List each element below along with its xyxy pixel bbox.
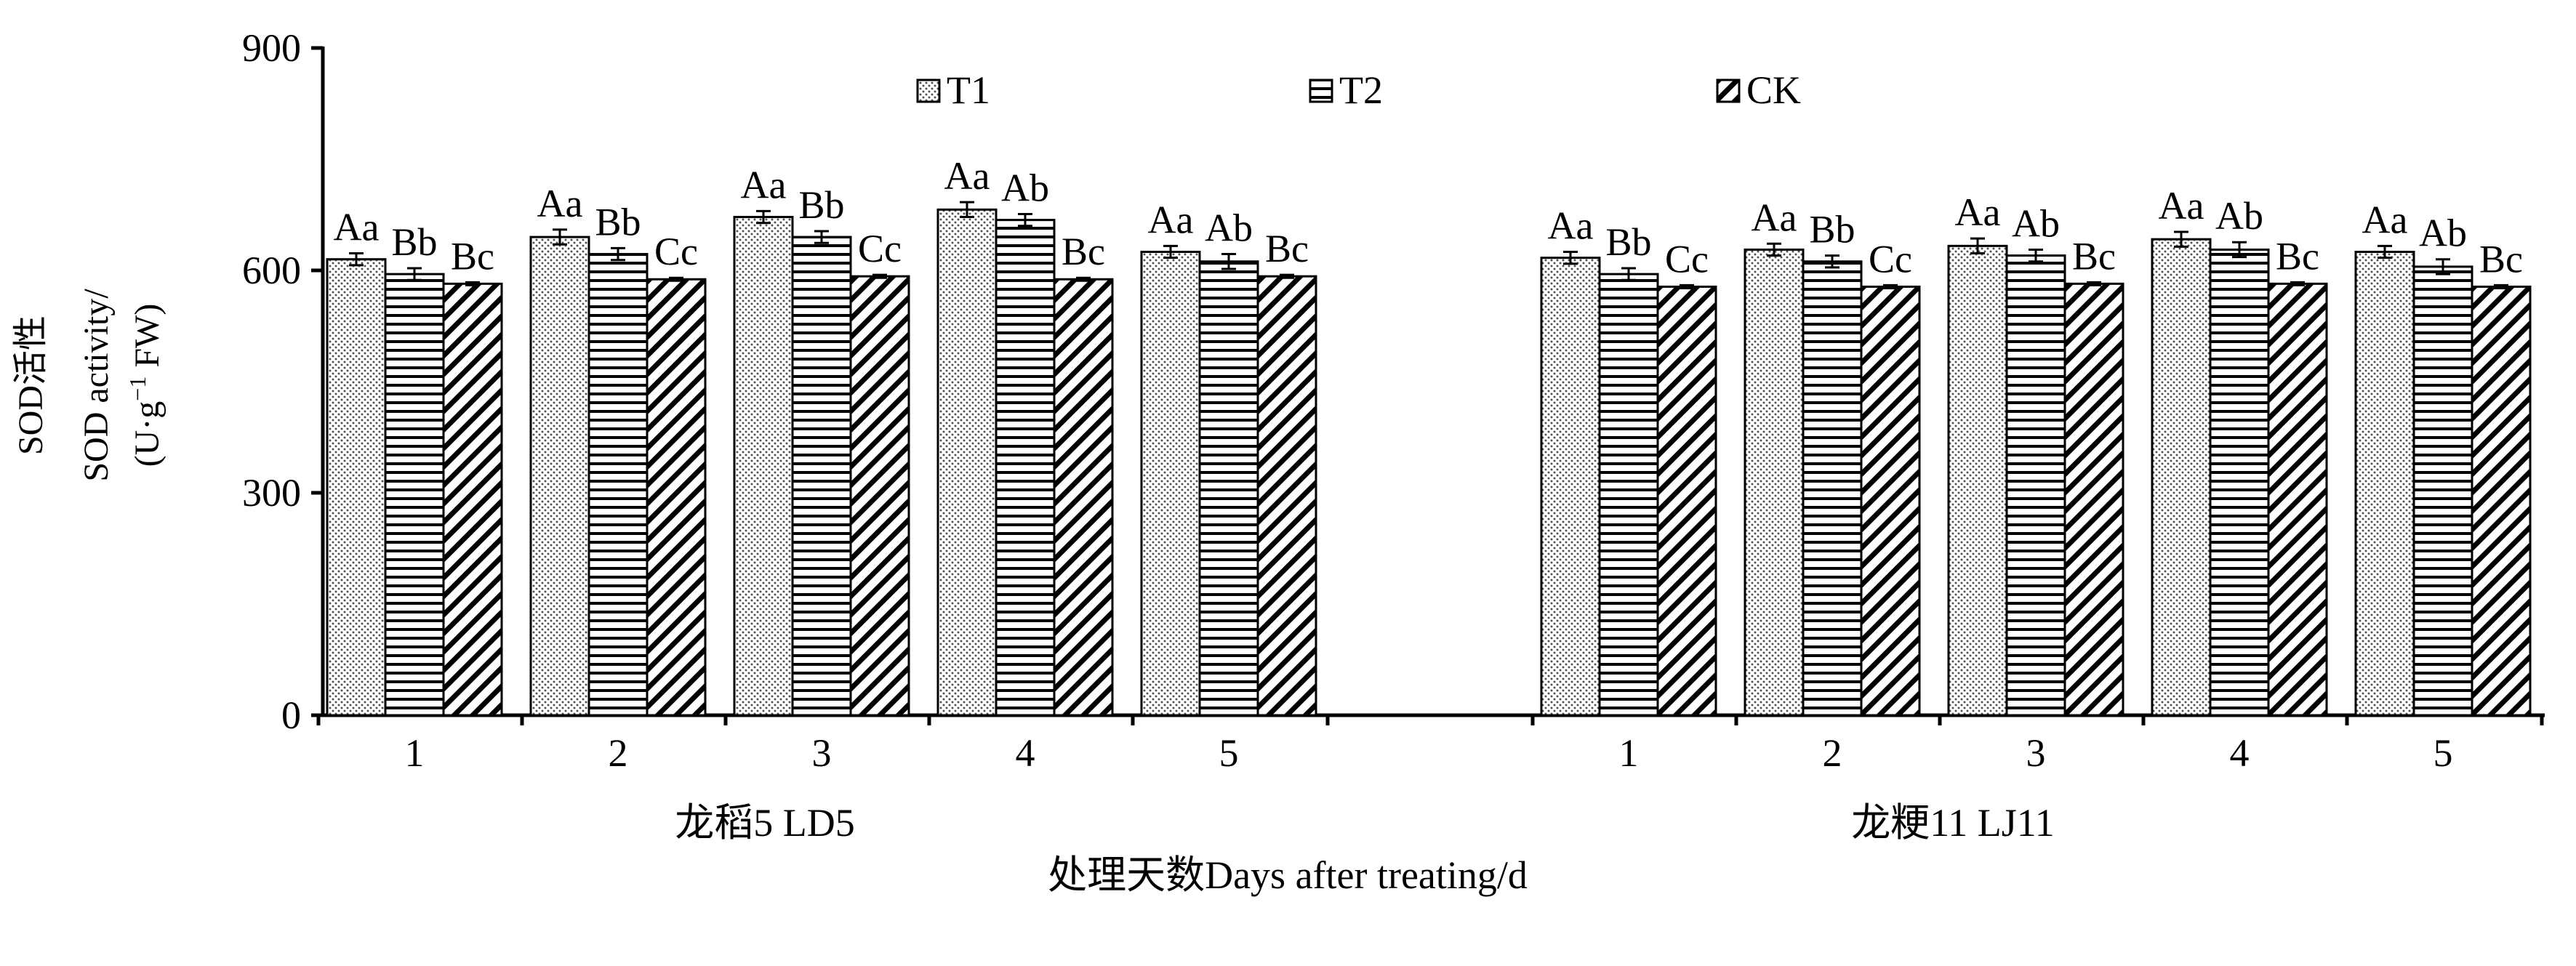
- bar-t2: [2209, 248, 2270, 717]
- significance-label: Aa: [1148, 198, 1194, 241]
- y-axis-title-2: SOD activity/: [77, 289, 116, 482]
- y-axis-title-line-2: SOD activity/: [77, 289, 116, 482]
- significance-label: Ab: [2419, 212, 2467, 255]
- legend-swatch-ck: [1716, 79, 1741, 103]
- bar-t1: [1947, 244, 2008, 717]
- bar-t2: [995, 219, 1056, 717]
- x-tick-label: 2: [609, 731, 628, 775]
- significance-label: Bc: [2072, 234, 2116, 278]
- y-tick-label: 900: [242, 26, 301, 70]
- bar-ck: [2063, 282, 2124, 717]
- significance-label: Bb: [595, 200, 641, 243]
- bar-t2: [1198, 260, 1259, 717]
- significance-label: Cc: [1665, 237, 1709, 281]
- significance-label: Bb: [1809, 208, 1855, 251]
- group-label: 龙稻5 LD5: [675, 801, 854, 845]
- bar-ck: [849, 275, 910, 717]
- x-tick-label: 1: [1619, 731, 1639, 775]
- bar-ck: [2471, 285, 2532, 717]
- significance-label: Cc: [858, 227, 902, 270]
- y-axis-unit-post: FW): [128, 304, 166, 377]
- x-tick-label: 3: [812, 731, 832, 775]
- significance-label: Bc: [2276, 234, 2319, 278]
- bar-ck: [1656, 285, 1717, 717]
- bar-t2: [384, 273, 445, 717]
- legend-label-t2: T2: [1339, 68, 1383, 112]
- significance-label: Aa: [1752, 196, 1797, 239]
- significance-label: Bb: [391, 220, 437, 264]
- significance-label: Aa: [2159, 184, 2204, 228]
- bar-ck: [442, 282, 503, 717]
- significance-label: Aa: [334, 206, 380, 249]
- x-ticks: 1 2 3 4 5 龙稻5 LD5 1 2 3 4 5 龙粳11 LJ11: [316, 715, 2544, 845]
- bar-t1: [1540, 257, 1601, 717]
- bar-t2: [2005, 254, 2066, 717]
- significance-label: Aa: [2362, 198, 2408, 241]
- significance-label: Aa: [741, 163, 787, 206]
- significance-label: Ab: [2215, 194, 2263, 238]
- significance-label: Ab: [1001, 166, 1049, 209]
- bar-t1: [2151, 238, 2212, 717]
- x-tick-label: 5: [2433, 731, 2453, 775]
- y-ticks: 0 300 600 900: [242, 26, 323, 737]
- significance-label: Aa: [537, 182, 583, 225]
- significance-label: Cc: [1869, 237, 1912, 281]
- significance-label: Bc: [2479, 237, 2523, 281]
- y-axis-unit-pre: (U·g: [128, 401, 166, 467]
- significance-label: Bc: [1265, 227, 1309, 270]
- bar-ck: [1256, 275, 1317, 717]
- significance-label: Ab: [2012, 201, 2060, 245]
- bar-ck: [1860, 285, 1921, 717]
- y-axis-title-unit: (U·g−1 FW): [124, 304, 166, 467]
- x-tick-label: 2: [1823, 731, 1842, 775]
- bar-t1: [529, 236, 590, 717]
- bar-t2: [791, 236, 852, 717]
- bar-t2: [1598, 273, 1659, 717]
- bar-ck: [2267, 282, 2328, 717]
- bar-t1: [936, 208, 998, 717]
- x-tick-label: 5: [1219, 731, 1239, 775]
- x-tick-label: 1: [405, 731, 425, 775]
- y-tick-label: 300: [242, 471, 301, 515]
- bar-ck: [1053, 278, 1114, 717]
- bar-t2: [2412, 265, 2473, 717]
- group-1: Aa Bb Bc Aa Bb Cc Aa Bb Cc Aa Ab Bc Aa Ab Bc: [326, 154, 1317, 717]
- significance-label: Aa: [1548, 204, 1594, 248]
- bar-t1: [326, 258, 387, 717]
- significance-label: Aa: [1955, 190, 2001, 234]
- y-axis-title: SOD活性: [12, 315, 50, 455]
- bar-t1: [1744, 248, 1805, 717]
- x-axis-title: 处理天数Days after treating/d: [1048, 853, 1528, 897]
- x-tick-label: 3: [2026, 731, 2046, 775]
- legend-swatch-t1: [916, 79, 941, 103]
- bar-t1: [1140, 251, 1201, 717]
- legend: T1 T2 CK: [916, 68, 1801, 112]
- bar-t2: [1802, 260, 1863, 717]
- bar-t1: [2354, 251, 2415, 717]
- x-tick-label: 4: [2230, 731, 2250, 775]
- significance-label: Bc: [1062, 230, 1105, 273]
- significance-label: Cc: [654, 230, 698, 273]
- legend-swatch-t2: [1309, 79, 1333, 103]
- y-axis-unit-sup: −1: [124, 377, 151, 401]
- group-label: 龙粳11 LJ11: [1851, 801, 2055, 845]
- bar-t1: [733, 216, 794, 717]
- legend-label-ck: CK: [1746, 68, 1801, 112]
- significance-label: Bb: [798, 183, 844, 227]
- significance-label: Bc: [451, 234, 494, 278]
- bar-t2: [587, 253, 649, 717]
- bar-ck: [646, 278, 707, 717]
- significance-label: Bb: [1605, 220, 1651, 264]
- significance-label: Ab: [1205, 206, 1253, 250]
- y-axis-title-line-1: SOD活性: [12, 315, 50, 455]
- y-axis-title-3: (U·g−1 FW): [124, 304, 166, 467]
- x-tick-label: 4: [1016, 731, 1035, 775]
- legend-label-t1: T1: [947, 68, 990, 112]
- significance-label: Aa: [944, 154, 990, 198]
- y-tick-label: 0: [281, 693, 301, 737]
- y-tick-label: 600: [242, 249, 301, 292]
